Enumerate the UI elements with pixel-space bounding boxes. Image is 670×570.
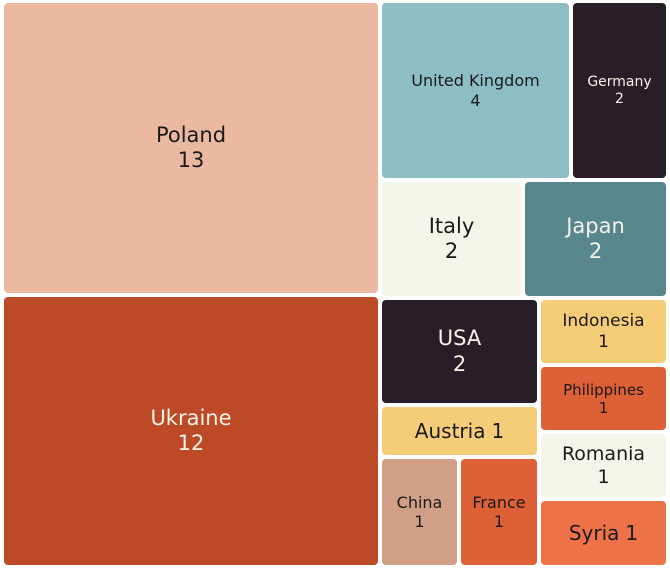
treemap-tile-usa: USA 2: [382, 300, 537, 403]
treemap-tile-italy: Italy 2: [382, 182, 521, 296]
tile-label-france: France: [472, 492, 526, 512]
tile-value-germany: 2: [615, 90, 624, 107]
treemap-tile-romania: Romania 1: [541, 434, 666, 497]
tile-label-romania: Romania: [561, 442, 646, 465]
tile-value-france: 1: [493, 512, 505, 531]
treemap-tile-united-kingdom: United Kingdom 4: [382, 3, 569, 178]
tile-label-china: China: [396, 492, 443, 512]
tile-value-united-kingdom: 4: [470, 90, 481, 110]
treemap-tile-indonesia: Indonesia 1: [541, 300, 666, 363]
tile-value-italy: 2: [444, 239, 459, 263]
tile-value-japan: 2: [588, 239, 603, 263]
tile-label-italy: Italy: [428, 213, 475, 238]
treemap-tile-france: France 1: [461, 459, 537, 565]
tile-value-romania: 1: [597, 465, 610, 488]
tile-label-poland: Poland: [155, 122, 227, 147]
tile-value-poland: 13: [177, 148, 205, 172]
tile-label-japan: Japan: [566, 213, 625, 238]
tile-value-indonesia: 1: [598, 331, 609, 352]
treemap-tile-japan: Japan 2: [525, 182, 666, 296]
tile-value-austria: 1: [491, 419, 505, 443]
tile-value-china: 1: [414, 512, 425, 531]
tile-label-germany: Germany: [587, 73, 652, 90]
treemap-tile-syria: Syria 1: [541, 501, 666, 565]
treemap-tile-china: China 1: [382, 459, 457, 565]
tile-label-philippines: Philippines: [563, 380, 644, 399]
treemap-tile-austria: Austria 1: [382, 407, 537, 455]
tile-label-united-kingdom: United Kingdom: [411, 71, 540, 91]
tile-value-philippines: 1: [598, 398, 609, 417]
tile-label-syria: Syria: [568, 521, 620, 545]
tile-value-usa: 2: [452, 351, 467, 376]
tile-label-indonesia: Indonesia: [562, 311, 645, 332]
treemap-tile-germany: Germany 2: [573, 3, 666, 178]
tile-label-ukraine: Ukraine: [150, 405, 232, 430]
tile-value-syria: 1: [625, 521, 639, 545]
treemap-tile-ukraine: Ukraine 12: [4, 297, 378, 565]
treemap-tile-poland: Poland 13: [4, 3, 378, 293]
tile-label-usa: USA: [437, 326, 482, 351]
tile-value-ukraine: 12: [177, 431, 205, 455]
treemap-tile-philippines: Philippines 1: [541, 367, 666, 430]
tile-label-austria: Austria: [414, 419, 486, 443]
